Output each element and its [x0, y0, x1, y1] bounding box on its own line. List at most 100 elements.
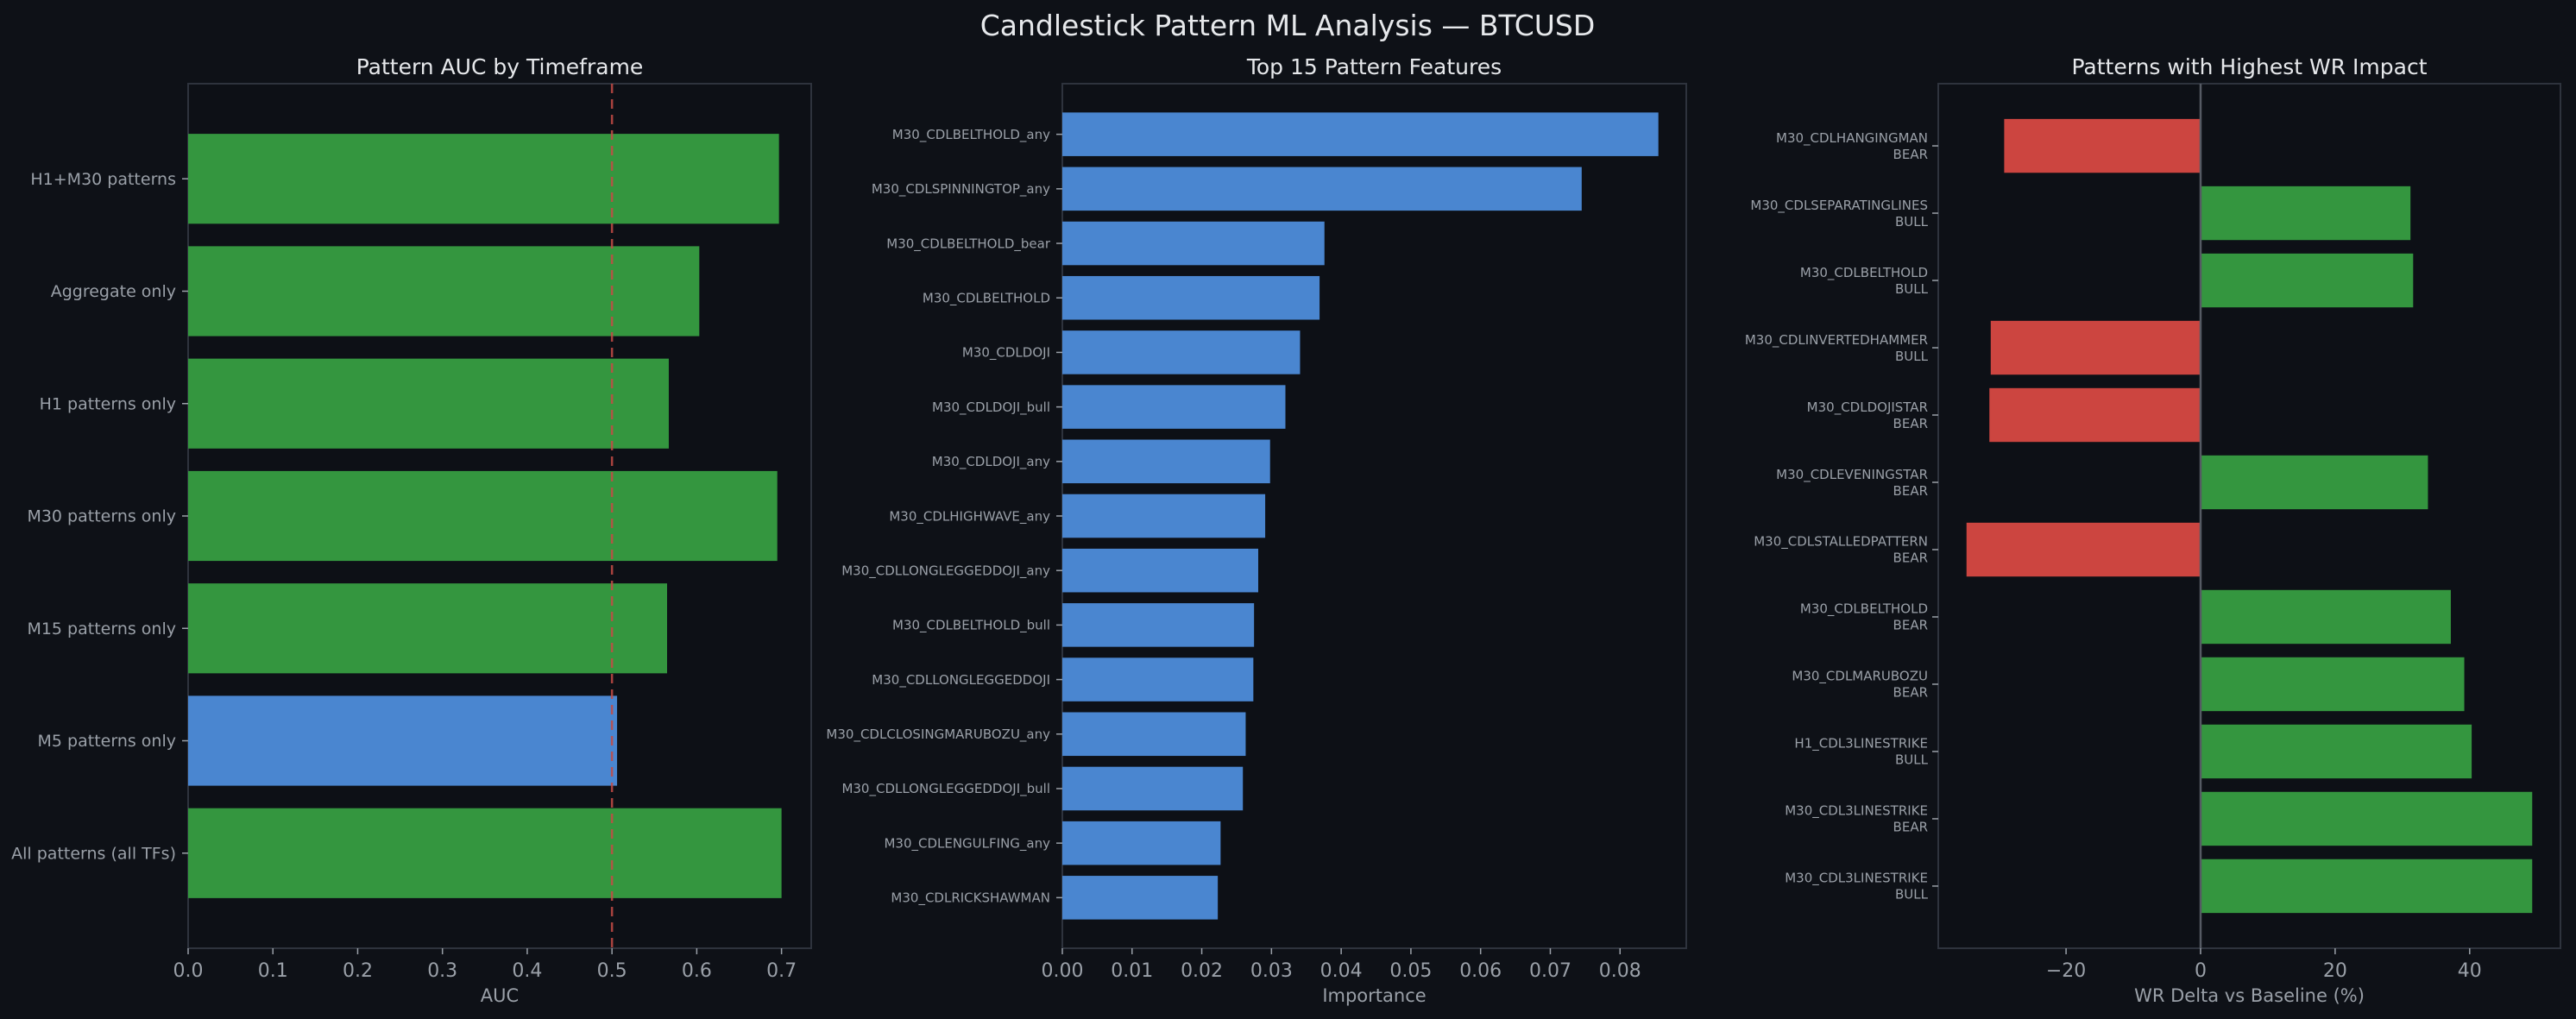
- category-label-line: M30_CDL3LINESTRIKE: [1785, 803, 1928, 820]
- figure-title: Candlestick Pattern ML Analysis — BTCUSD: [980, 9, 1596, 42]
- category-label: M30_CDLRICKSHAWMAN: [891, 890, 1050, 907]
- category-label: M30_CDLLONGLEGGEDDOJI_any: [841, 563, 1050, 579]
- category-label-line: BULL: [1895, 281, 1929, 297]
- category-label: M30_CDLINVERTEDHAMMER BULL: [1745, 332, 1929, 364]
- category-label-line: BEAR: [1893, 820, 1928, 835]
- bar: [1062, 221, 1325, 266]
- category-label: M5 patterns only: [38, 732, 176, 751]
- category-label: M30_CDLENGULFING_any: [884, 835, 1050, 852]
- category-label: H1 patterns only: [40, 394, 176, 413]
- x-axis-label: AUC: [481, 985, 519, 1006]
- x-tick-label: 40: [2458, 960, 2482, 982]
- x-tick-label: 0.08: [1599, 960, 1641, 982]
- bar: [1062, 548, 1258, 593]
- category-label: M30_CDLMARUBOZU BEAR: [1792, 669, 1928, 701]
- bar: [2200, 455, 2428, 510]
- category-label-line: M30_CDLBELTHOLD: [1800, 265, 1928, 281]
- category-label: M30_CDLLONGLEGGEDDOJI: [872, 672, 1050, 689]
- category-label: M30_CDLHANGINGMAN BEAR: [1776, 130, 1928, 162]
- bar: [1062, 712, 1246, 757]
- bar: [1966, 522, 2201, 577]
- category-label: M30_CDLSEPARATINGLINES BULL: [1750, 198, 1928, 230]
- category-label-line: M30_CDLBELTHOLD: [1800, 601, 1928, 618]
- bar: [2004, 118, 2201, 173]
- category-label-line: BEAR: [1893, 685, 1928, 701]
- x-tick-label: 0.7: [766, 960, 797, 982]
- bar: [1062, 385, 1286, 429]
- category-label-line: BULL: [1895, 214, 1929, 230]
- bar: [1062, 657, 1254, 701]
- category-label-line: BULL: [1895, 887, 1929, 903]
- category-label: M30_CDLDOJISTAR BEAR: [1807, 399, 1928, 431]
- category-label: M30_CDL3LINESTRIKE BEAR: [1785, 803, 1928, 835]
- x-tick-label: 0.3: [427, 960, 457, 982]
- category-label-line: BEAR: [1893, 483, 1928, 499]
- chart-title: Patterns with Highest WR Impact: [2071, 54, 2427, 79]
- bar: [1062, 766, 1244, 811]
- category-label: M30_CDLLONGLEGGEDDOJI_bull: [841, 781, 1050, 797]
- bar: [188, 246, 700, 337]
- bar: [2200, 589, 2451, 645]
- bar: [1989, 387, 2201, 443]
- category-label-line: H1_CDL3LINESTRIKE: [1794, 736, 1928, 752]
- x-tick-label: 0.01: [1111, 960, 1153, 982]
- category-label-line: M30_CDL3LINESTRIKE: [1785, 871, 1928, 887]
- category-label: M30_CDLHIGHWAVE_any: [889, 508, 1050, 525]
- x-tick-label: −20: [2046, 960, 2086, 982]
- bar: [1062, 494, 1266, 538]
- category-label-line: M30_CDLSEPARATINGLINES: [1750, 198, 1928, 214]
- category-label: Aggregate only: [51, 282, 176, 301]
- bar: [2200, 186, 2411, 241]
- category-label-line: M30_CDLDOJISTAR: [1807, 399, 1928, 416]
- x-tick-label: 0.06: [1459, 960, 1502, 982]
- bar: [1990, 320, 2201, 375]
- x-axis-label: Importance: [1322, 985, 1426, 1006]
- category-label: M30_CDLSPINNINGTOP_any: [872, 181, 1050, 198]
- bar: [2200, 859, 2533, 914]
- x-tick-label: 0.0: [173, 960, 204, 982]
- chart-auc: Pattern AUC by Timeframe H1+M30 patterns A…: [11, 54, 812, 1006]
- category-label: M30_CDLDOJI: [962, 345, 1050, 362]
- bar: [188, 358, 669, 449]
- bar: [188, 134, 779, 224]
- bar: [1062, 876, 1219, 920]
- category-label-line: BULL: [1895, 349, 1929, 364]
- x-tick-label: 0.6: [682, 960, 712, 982]
- x-tick-label: 0.5: [597, 960, 627, 982]
- x-tick-label: 0.1: [258, 960, 288, 982]
- category-label: M30_CDLCLOSINGMARUBOZU_any: [826, 727, 1050, 743]
- bar: [1062, 275, 1320, 320]
- bar: [188, 695, 618, 786]
- category-label-line: M30_CDLINVERTEDHAMMER: [1745, 332, 1928, 349]
- category-label: All patterns (all TFs): [11, 844, 176, 863]
- x-tick-label: 0.00: [1042, 960, 1084, 982]
- category-label-line: M30_CDLEVENINGSTAR: [1776, 467, 1928, 483]
- category-label: M30_CDLBELTHOLD_bear: [886, 236, 1051, 252]
- chart-features: Top 15 Pattern Features M30_CDLBELTHOLD_a…: [826, 54, 1687, 1006]
- category-label: H1+M30 patterns: [30, 170, 176, 189]
- category-label-line: BEAR: [1893, 618, 1928, 633]
- category-label: M30_CDLBELTHOLD BULL: [1800, 265, 1929, 297]
- category-label-line: BEAR: [1893, 147, 1928, 162]
- bar: [188, 470, 778, 562]
- category-label: M30 patterns only: [27, 507, 176, 526]
- category-label: M30_CDL3LINESTRIKE BULL: [1785, 871, 1928, 903]
- bar: [1062, 112, 1659, 156]
- x-tick-label: 0.03: [1250, 960, 1293, 982]
- category-label: M30_CDLDOJI_bull: [932, 399, 1050, 416]
- x-tick-label: 0.02: [1181, 960, 1223, 982]
- category-label-line: BEAR: [1893, 550, 1928, 566]
- x-axis-label: WR Delta vs Baseline (%): [2134, 985, 2365, 1006]
- bar: [2200, 253, 2414, 308]
- chart-panels: Pattern AUC by Timeframe H1+M30 patterns A…: [11, 54, 2561, 1006]
- category-label: M30_CDLEVENINGSTAR BEAR: [1776, 467, 1928, 499]
- bar: [1062, 439, 1270, 484]
- category-label: M30_CDLBELTHOLD_any: [892, 127, 1050, 143]
- category-label: M30_CDLBELTHOLD: [923, 290, 1050, 306]
- category-label: M15 patterns only: [27, 620, 176, 638]
- plot-frame: [1937, 83, 2561, 949]
- bar: [1062, 821, 1221, 865]
- bar: [1062, 603, 1255, 647]
- chart-wr-impact: Patterns with Highest WR Impact M30_CDLHA…: [1745, 54, 2561, 1006]
